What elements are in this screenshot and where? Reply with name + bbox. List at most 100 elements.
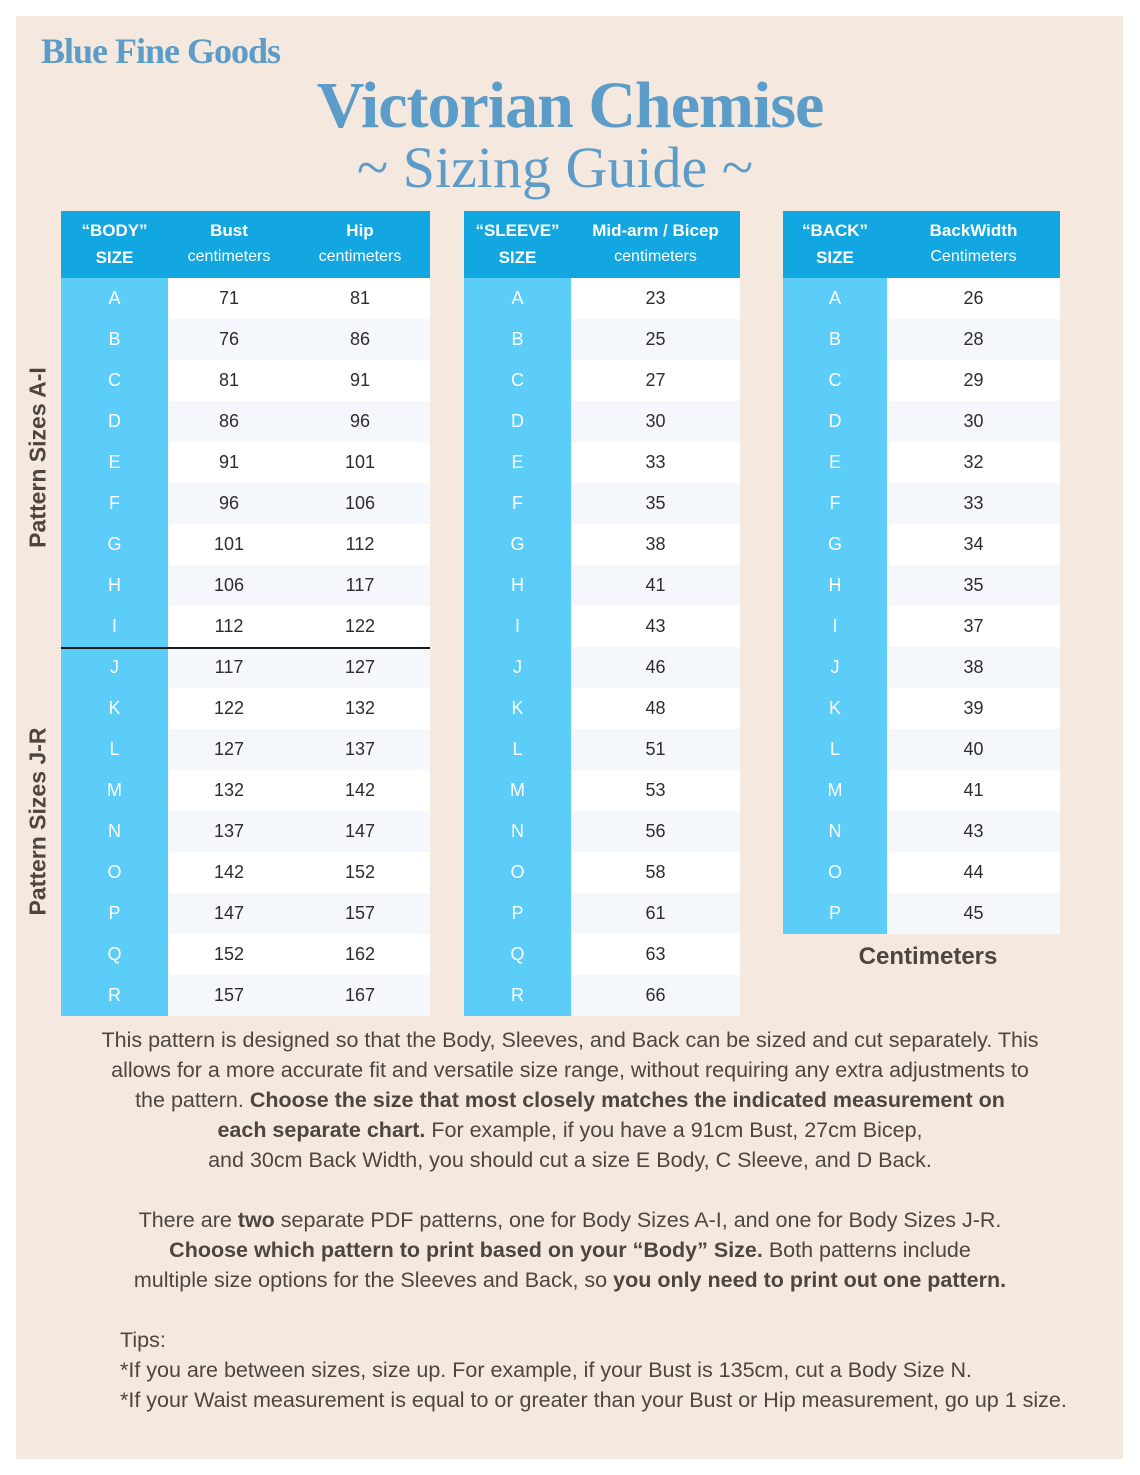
table-row: I 37 <box>783 606 1060 647</box>
header-back-size: “BACK” SIZE <box>801 221 869 267</box>
size-letter: G <box>827 534 842 554</box>
header-back-width: BackWidth Centimeters <box>929 221 1018 265</box>
size-letter: D <box>828 411 842 431</box>
table-row: A 23 <box>464 278 740 319</box>
tip-item: *If you are between sizes, size up. For … <box>120 1358 973 1382</box>
size-letter: K <box>828 698 841 718</box>
measurement-cell: 28 <box>887 319 1060 360</box>
side-label-sizes-j-r: Pattern Sizes J-R <box>24 727 51 916</box>
size-letter: G <box>510 534 525 554</box>
size-letter: A <box>511 288 524 308</box>
size-letter: J <box>110 657 119 677</box>
table-row: F 96 106 <box>61 483 430 524</box>
size-letter: I <box>514 616 520 636</box>
table-row: J 46 <box>464 647 740 688</box>
size-letter: I <box>111 616 117 636</box>
tips-heading: Tips: <box>120 1328 166 1352</box>
measurement-cell: 40 <box>887 729 1060 770</box>
size-letter: P <box>108 903 121 923</box>
size-letter: P <box>511 903 524 923</box>
back-size-column <box>783 278 887 934</box>
measurement-cell: 157 <box>168 975 290 1016</box>
back-table-unit-label: Centimeters <box>858 943 998 970</box>
measurement-cell: 122 <box>290 606 430 647</box>
measurement-cell: 86 <box>168 401 290 442</box>
table-row: R 157 167 <box>61 975 430 1016</box>
page-title: Victorian Chemise <box>316 69 825 142</box>
table-row: A 26 <box>783 278 1060 319</box>
measurement-cell: 122 <box>168 688 290 729</box>
table-row: K 122 132 <box>61 688 430 729</box>
size-letter: O <box>107 862 122 882</box>
table-row: I 43 <box>464 606 740 647</box>
size-letter: H <box>511 575 524 595</box>
table-row: C 29 <box>783 360 1060 401</box>
size-letter: L <box>512 739 523 759</box>
size-letter: O <box>510 862 525 882</box>
size-letter: E <box>108 452 121 472</box>
size-letter: F <box>512 493 523 513</box>
size-letter: B <box>828 329 841 349</box>
table-row: N 137 147 <box>61 811 430 852</box>
table-row: N 56 <box>464 811 740 852</box>
size-letter: R <box>108 985 121 1005</box>
tip-item: *If your Waist measurement is equal to o… <box>120 1388 1067 1412</box>
size-letter: N <box>511 821 524 841</box>
measurement-cell: 76 <box>168 319 290 360</box>
size-letter: J <box>830 657 840 677</box>
measurement-cell: 35 <box>571 483 740 524</box>
measurement-cell: 147 <box>290 811 430 852</box>
measurement-cell: 157 <box>290 893 430 934</box>
size-letter: H <box>108 575 121 595</box>
measurement-cell: 101 <box>168 524 290 565</box>
measurement-cell: 61 <box>571 893 740 934</box>
measurement-cell: 81 <box>290 278 430 319</box>
measurement-cell: 27 <box>571 360 740 401</box>
measurement-cell: 33 <box>887 483 1060 524</box>
measurement-cell: 37 <box>887 606 1060 647</box>
measurement-cell: 106 <box>168 565 290 606</box>
table-row: M 53 <box>464 770 740 811</box>
measurement-cell: 25 <box>571 319 740 360</box>
measurement-cell: 96 <box>168 483 290 524</box>
measurement-cell: 53 <box>571 770 740 811</box>
tips-section: Tips: *If you are between sizes, size up… <box>120 1325 1067 1415</box>
measurement-cell: 167 <box>290 975 430 1016</box>
table-row: M 132 142 <box>61 770 430 811</box>
measurement-cell: 38 <box>571 524 740 565</box>
table-row: D 30 <box>464 401 740 442</box>
measurement-cell: 132 <box>168 770 290 811</box>
table-row: O 44 <box>783 852 1060 893</box>
size-letter: P <box>828 903 841 923</box>
size-letter: I <box>832 616 838 636</box>
table-row: E 91 101 <box>61 442 430 483</box>
size-letter: Q <box>107 944 122 964</box>
size-letter: N <box>108 821 121 841</box>
side-label-sizes-a-i: Pattern Sizes A-I <box>24 367 51 548</box>
size-letter: M <box>107 780 122 800</box>
table-row: O 58 <box>464 852 740 893</box>
measurement-cell: 81 <box>168 360 290 401</box>
size-letter: C <box>511 370 524 390</box>
size-letter: C <box>828 370 842 390</box>
header-bicep: Mid-arm / Bicep centimeters <box>592 221 719 265</box>
header-bust: Bust centimeters <box>187 221 271 265</box>
measurement-cell: 30 <box>571 401 740 442</box>
size-letter: Q <box>510 944 525 964</box>
measurement-cell: 43 <box>571 606 740 647</box>
table-row: L 40 <box>783 729 1060 770</box>
size-letter: F <box>109 493 120 513</box>
sleeve-table-header: “SLEEVE” SIZE Mid-arm / Bicep centimeter… <box>464 211 740 278</box>
back-table-header: “BACK” SIZE BackWidth Centimeters <box>783 211 1060 278</box>
size-letter: R <box>511 985 524 1005</box>
table-row: B 76 86 <box>61 319 430 360</box>
size-letter: M <box>510 780 525 800</box>
measurement-cell: 33 <box>571 442 740 483</box>
table-row: Q 152 162 <box>61 934 430 975</box>
size-letter: A <box>828 288 841 308</box>
size-letter: O <box>827 862 842 882</box>
measurement-cell: 117 <box>290 565 430 606</box>
size-letter: F <box>829 493 841 513</box>
brand-logo: Blue Fine Goods <box>41 31 281 71</box>
header-hip: Hip centimeters <box>318 221 402 265</box>
